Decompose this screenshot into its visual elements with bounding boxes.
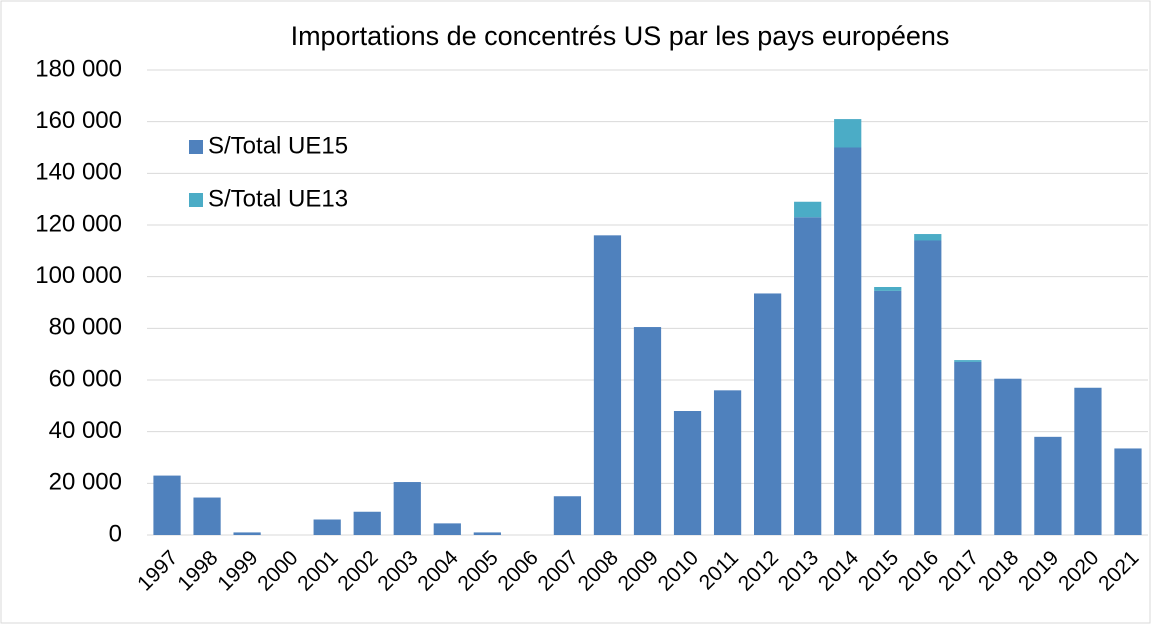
bar (914, 240, 942, 535)
bar (1114, 448, 1142, 535)
y-tick-label: 60 000 (49, 365, 122, 392)
y-tick-label: 140 000 (35, 159, 122, 186)
chart-title: Importations de concentrés US par les pa… (291, 21, 950, 51)
bar (994, 378, 1022, 535)
bar (1074, 387, 1102, 535)
y-tick-label: 180 000 (35, 55, 122, 82)
bar (673, 411, 702, 535)
legend-label: S/Total UE15 (208, 132, 348, 159)
legend-swatch (189, 140, 203, 154)
bar (633, 327, 662, 535)
bar (834, 119, 862, 148)
bar (713, 390, 742, 535)
legend-swatch (189, 193, 203, 207)
bar (874, 287, 902, 291)
bar (153, 475, 181, 535)
y-tick-label: 80 000 (49, 314, 122, 341)
y-tick-label: 160 000 (35, 107, 122, 134)
bar (193, 497, 221, 535)
bar (313, 519, 341, 535)
bar (874, 290, 902, 535)
y-tick-label: 40 000 (49, 417, 122, 444)
legend-label: S/Total UE13 (208, 185, 348, 212)
bar (914, 234, 942, 241)
y-tick-label: 20 000 (49, 469, 122, 496)
bar (353, 511, 381, 535)
bar (954, 360, 982, 362)
bar (794, 201, 822, 218)
y-tick-label: 120 000 (35, 210, 122, 237)
bar (834, 147, 862, 535)
bar (473, 532, 501, 535)
bar (794, 217, 822, 535)
bar (593, 235, 622, 536)
bar (754, 293, 782, 535)
bar (954, 361, 982, 535)
y-tick-label: 100 000 (35, 262, 122, 289)
bar (1034, 436, 1062, 535)
bar (233, 532, 261, 535)
y-tick-label: 0 (109, 520, 122, 547)
bar (433, 523, 461, 535)
bar (553, 496, 582, 535)
bar (393, 482, 421, 535)
